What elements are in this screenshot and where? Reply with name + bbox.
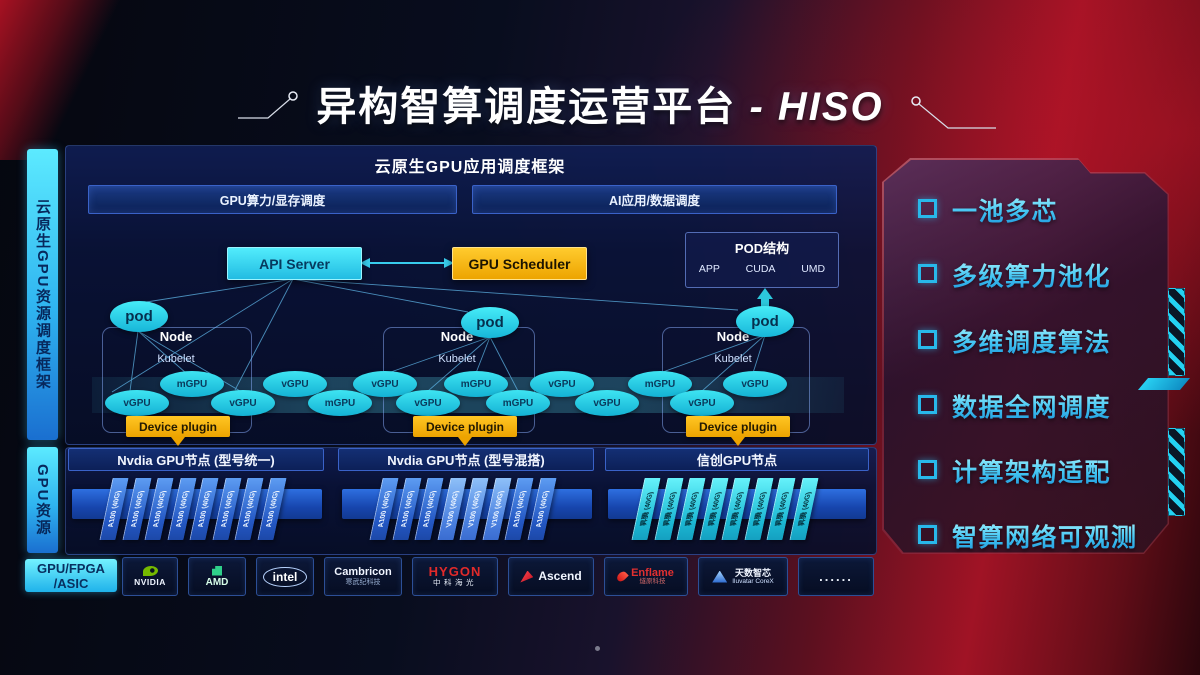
square-bullet-icon — [918, 395, 937, 414]
slide-dot — [595, 646, 600, 651]
feature-label: 多级算力池化 — [952, 257, 1111, 293]
feature-item: 计算架构适配 — [918, 453, 1111, 489]
framework-header: 云原生GPU应用调度框架 — [374, 159, 566, 176]
pod-item-umd: UMD — [801, 263, 826, 275]
gpu-scheduler-box: GPU Scheduler — [452, 247, 587, 280]
gpu-unit-ellipse: vGPU — [263, 371, 327, 397]
sidebar-gpu-label: GPU资源 — [27, 447, 58, 553]
hardware-category-line2: /ASIC — [53, 575, 89, 591]
gpu-unit-ellipse: vGPU — [530, 371, 594, 397]
vendor-amd-logo: AMD — [188, 557, 246, 596]
bar-ai-data-scheduling: AI应用/数据调度 — [472, 185, 837, 214]
sidebar-framework-label: 云原生GPU资源调度框架 — [27, 149, 58, 440]
pod-ellipse-1: pod — [110, 301, 168, 332]
gpu-unit-ellipse: vGPU — [396, 390, 460, 416]
nvidia-eye-icon — [142, 565, 158, 576]
device-plugin-2: Device plugin — [413, 416, 517, 437]
gpu-unit-ellipse: vGPU — [723, 371, 787, 397]
vendor-nvidia-logo: NVIDIA — [122, 557, 178, 596]
enflame-flame-icon — [615, 569, 629, 584]
square-bullet-icon — [918, 199, 937, 218]
pod-structure-box: POD结构 APP CUDA UMD — [685, 232, 839, 288]
square-bullet-icon — [918, 264, 937, 283]
feature-item: 多维调度算法 — [918, 323, 1111, 359]
feature-item: 一池多芯 — [918, 192, 1058, 228]
feature-label: 计算架构适配 — [952, 453, 1111, 489]
red-corner-decoration — [0, 0, 120, 160]
gpu-group-label-3: 信创GPU节点 — [605, 448, 869, 471]
hardware-category-box: GPU/FPGA /ASIC — [25, 559, 117, 592]
feature-item: 多级算力池化 — [918, 257, 1111, 293]
pod-item-cuda: CUDA — [745, 263, 776, 275]
gpu-unit-ellipse: mGPU — [160, 371, 224, 397]
vendor-hygon-logo: HYGON 中科海光 — [412, 557, 498, 596]
hardware-category-line1: GPU/FPGA — [37, 560, 105, 576]
gpu-unit-ellipse: vGPU — [105, 390, 169, 416]
gpu-unit-ellipse: vGPU — [670, 390, 734, 416]
gpu-unit-ellipse: vGPU — [575, 390, 639, 416]
page-title: 异构智算调度运营平台 - HISO — [200, 74, 1000, 132]
feature-label: 一池多芯 — [952, 192, 1058, 228]
pod-structure-title: POD结构 — [734, 241, 790, 256]
feature-item: 智算网络可观测 — [918, 518, 1138, 554]
vendor-cambricon-logo: Cambricon 寒武纪科技 — [324, 557, 402, 596]
device-plugin-3: Device plugin — [686, 416, 790, 437]
node-label-1: Node — [159, 329, 193, 344]
feature-label: 智算网络可观测 — [952, 518, 1138, 554]
hazard-stripes-icon — [1168, 428, 1185, 516]
node-label-2: Node — [440, 329, 474, 344]
amd-mark-icon — [212, 565, 222, 576]
gpu-unit-ellipse: mGPU — [308, 390, 372, 416]
square-bullet-icon — [918, 460, 937, 479]
vendor-more-logo: ...... — [798, 557, 874, 596]
feature-label: 数据全网调度 — [952, 388, 1111, 424]
kubelet-label-1: Kubelet — [157, 353, 195, 365]
feature-panel — [883, 159, 1168, 553]
gpu-group-label-1: Nvdia GPU节点 (型号统一) — [68, 448, 324, 471]
kubelet-label-2: Kubelet — [438, 353, 476, 365]
node-label-3: Node — [716, 329, 750, 344]
page-title-main: 异构智算调度运营平台 — [316, 85, 737, 129]
square-bullet-icon — [918, 525, 937, 544]
device-plugin-1: Device plugin — [126, 416, 230, 437]
vendor-row: NVIDIA AMD intel Cambricon 寒武纪科技 HYGON 中科海光 Asc… — [122, 557, 880, 596]
vendor-iluvatar-logo: 天数智芯 Iluvatar CoreX — [698, 557, 788, 596]
gpu-unit-ellipse: vGPU — [211, 390, 275, 416]
pod-item-app: APP — [698, 263, 720, 275]
vendor-ascend-logo: Ascend — [508, 557, 594, 596]
gpu-unit-ellipse: mGPU — [444, 371, 508, 397]
gpu-unit-ellipse: mGPU — [486, 390, 550, 416]
vendor-enflame-logo: Enflame 燧原科技 — [604, 557, 688, 596]
api-server-box: API Server — [227, 247, 362, 280]
kubelet-label-3: Kubelet — [714, 353, 752, 365]
hazard-stripes-icon — [1168, 288, 1185, 376]
pod-ellipse-2: pod — [461, 307, 519, 338]
feature-label: 多维调度算法 — [952, 323, 1111, 359]
gpu-group-label-2: Nvdia GPU节点 (型号混搭) — [338, 448, 594, 471]
iluvatar-triangle-icon — [712, 570, 728, 583]
page-title-suffix: - HISO — [749, 85, 884, 129]
pod-ellipse-3: pod — [736, 306, 794, 337]
vendor-intel-logo: intel — [256, 557, 314, 596]
feature-item: 数据全网调度 — [918, 388, 1111, 424]
bar-gpu-compute-scheduling: GPU算力/显存调度 — [88, 185, 457, 214]
square-bullet-icon — [918, 330, 937, 349]
ascend-triangle-icon — [520, 570, 534, 583]
